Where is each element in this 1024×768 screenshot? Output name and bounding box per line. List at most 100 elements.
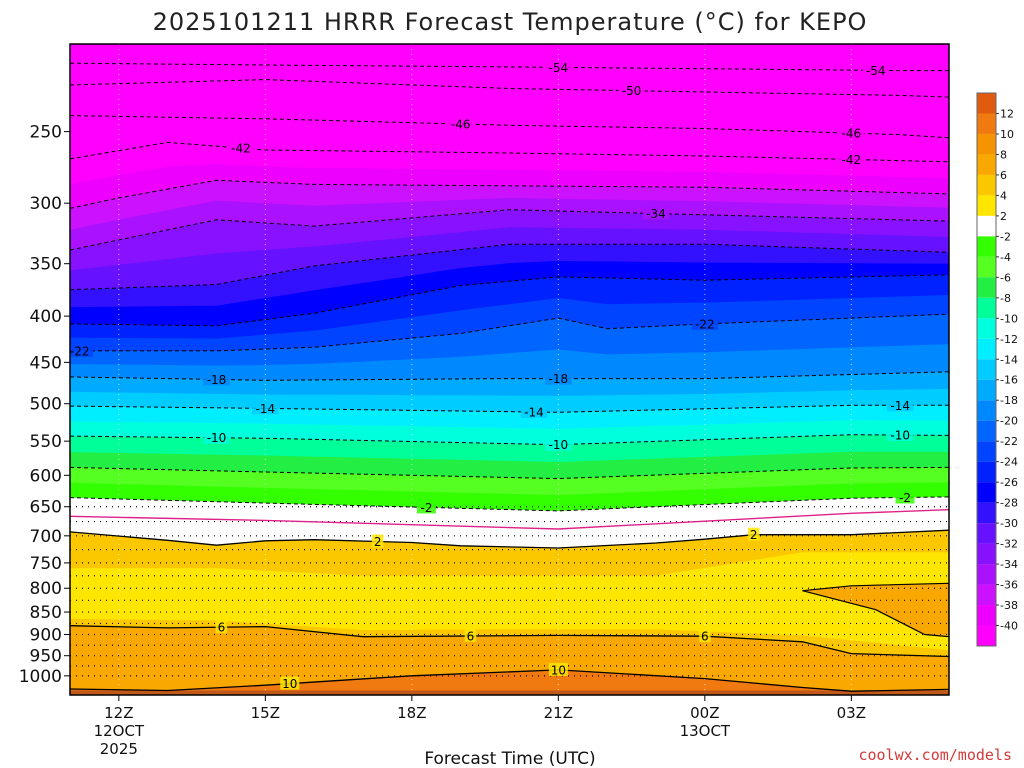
subband--16 <box>70 388 949 413</box>
credit-text: coolwx.com/models <box>858 746 1012 764</box>
subband--20 <box>70 344 949 381</box>
x-tick-label-18Z: 18Z <box>397 704 426 722</box>
subband--32 <box>70 227 949 290</box>
svg-text:-2: -2 <box>420 501 432 515</box>
contour-label--18-0: -18 <box>203 372 230 387</box>
colorbar-segment-5 <box>977 195 996 216</box>
colorbar-segment-24 <box>977 584 996 606</box>
colorbar-segment-16 <box>977 420 996 442</box>
y-tick-label-500: 500 <box>30 395 62 415</box>
colorbar-segment-23 <box>977 564 996 585</box>
svg-text:-10: -10 <box>549 438 569 452</box>
colorbar-segment-18 <box>977 461 996 483</box>
svg-text:-14: -14 <box>256 402 276 416</box>
contour-line--6 <box>70 466 949 480</box>
colorbar-segment-12 <box>977 338 996 360</box>
colorbar-segment-13 <box>977 359 996 380</box>
colorbar-label-4: 4 <box>1000 189 1007 202</box>
subband--24 <box>70 294 949 351</box>
colorbar-segment-9 <box>977 277 996 298</box>
svg-text:-42: -42 <box>231 142 251 156</box>
colorbar-label--26: -26 <box>1000 476 1018 489</box>
x-tick-label-15Z: 15Z <box>251 704 280 722</box>
y-tick-label-550: 550 <box>30 432 62 452</box>
y-tick-label-900: 900 <box>30 625 62 645</box>
contour-label--22-1: -22 <box>691 316 719 331</box>
x-tick-sublabel-2025: 2025 <box>100 740 138 758</box>
subband--48 <box>70 99 949 138</box>
colorbar-label--10: -10 <box>1000 312 1018 325</box>
y-tick-label-950: 950 <box>30 647 62 667</box>
svg-text:6: 6 <box>701 630 709 644</box>
contour-line--10 <box>70 434 949 446</box>
vertical-gridlines <box>118 44 852 695</box>
band-6 <box>70 625 949 692</box>
colorbar-label--28: -28 <box>1000 497 1018 510</box>
contour-label--54-1: -54 <box>862 63 889 78</box>
contour-label--14-1: -14 <box>520 404 548 419</box>
colorbar-label--24: -24 <box>1000 456 1018 469</box>
contour-label--22-0: -22 <box>70 343 94 358</box>
contour-labels: -54 -54-50-46-46-42-42-34-22-22-18 -18-14-… <box>70 60 915 691</box>
contour-label-10-1: 10 <box>548 662 568 677</box>
colorbar-label--16: -16 <box>1000 374 1018 387</box>
colorbar-segment-26 <box>977 625 996 646</box>
contour-line--54 <box>70 62 949 72</box>
colorbar-label--20: -20 <box>1000 415 1018 428</box>
contour-label-2-1: 2 <box>747 527 760 542</box>
colorbar-label--8: -8 <box>1000 292 1011 305</box>
svg-text:10: 10 <box>282 677 297 691</box>
contour-label--50-0: -50 <box>618 83 645 98</box>
colorbar: 12 10 8 6 4 2 -2 -4 -6 -8 -10 -12 -14 -16 -18 -20 -22 -24… <box>976 92 1018 647</box>
colorbar-label--36: -36 <box>1000 579 1018 592</box>
svg-text:-22: -22 <box>70 344 90 358</box>
contour-line--2 <box>70 496 949 512</box>
colorbar-label--38: -38 <box>1000 599 1018 612</box>
contour-line-0 <box>70 509 949 530</box>
contour-line--38 <box>70 179 949 209</box>
svg-text:6: 6 <box>218 621 226 635</box>
svg-text:2: 2 <box>750 528 758 542</box>
colorbar-label-12: 12 <box>1000 107 1014 120</box>
colorbar-segment-3 <box>977 154 996 175</box>
contour-line--18 <box>70 371 949 381</box>
contour-label-6-2: 6 <box>699 629 711 644</box>
contour-label--10-2: -10 <box>886 428 914 443</box>
contour-line--34 <box>70 209 949 251</box>
colorbar-label--18: -18 <box>1000 394 1018 407</box>
contour-line--22 <box>70 313 949 352</box>
svg-text:-18: -18 <box>549 372 569 386</box>
contour-line--50 <box>70 79 949 98</box>
contour-label--10-0: -10 <box>203 430 230 445</box>
svg-text:-14: -14 <box>890 399 910 413</box>
contour-label--34-0: -34 <box>642 206 670 221</box>
contour-label--10-1: -10 <box>545 437 572 452</box>
colorbar-segment-20 <box>977 502 996 524</box>
colorbar-segment-25 <box>977 605 996 626</box>
y-tick-label-700: 700 <box>30 527 62 547</box>
plot-area: -54 -54-50-46-46-42-42-34-22-22-18 -18-14-… <box>70 44 949 695</box>
subband--44 <box>70 130 949 162</box>
colorbar-segment-1 <box>977 113 996 134</box>
chart-title: 2025101211 HRRR Forecast Temperature (°C… <box>153 8 868 36</box>
contour-label--42-0: -42 <box>227 141 255 156</box>
y-tick-label-250: 250 <box>30 123 62 143</box>
svg-text:-54: -54 <box>866 64 886 78</box>
y-tick-label-400: 400 <box>30 307 62 327</box>
svg-text:-50: -50 <box>622 84 642 98</box>
svg-text:-34: -34 <box>646 207 666 221</box>
colorbar-label--12: -12 <box>1000 333 1018 346</box>
contour-label--14-2: -14 <box>886 398 914 413</box>
x-tick-label-21Z: 21Z <box>544 704 573 722</box>
lower-shading <box>70 530 949 695</box>
y-tick-label-450: 450 <box>30 353 62 373</box>
svg-text:-10: -10 <box>890 429 910 443</box>
contour-label-6-1: 6 <box>464 628 477 643</box>
band-2-4-core <box>70 552 949 651</box>
contour-label--46-1: -46 <box>838 126 865 141</box>
subband--52 <box>70 72 949 98</box>
colorbar-segment-7 <box>977 236 996 257</box>
contour-label-10-0: 10 <box>280 676 300 691</box>
x-tick-label-12Z: 12Z <box>104 704 133 722</box>
